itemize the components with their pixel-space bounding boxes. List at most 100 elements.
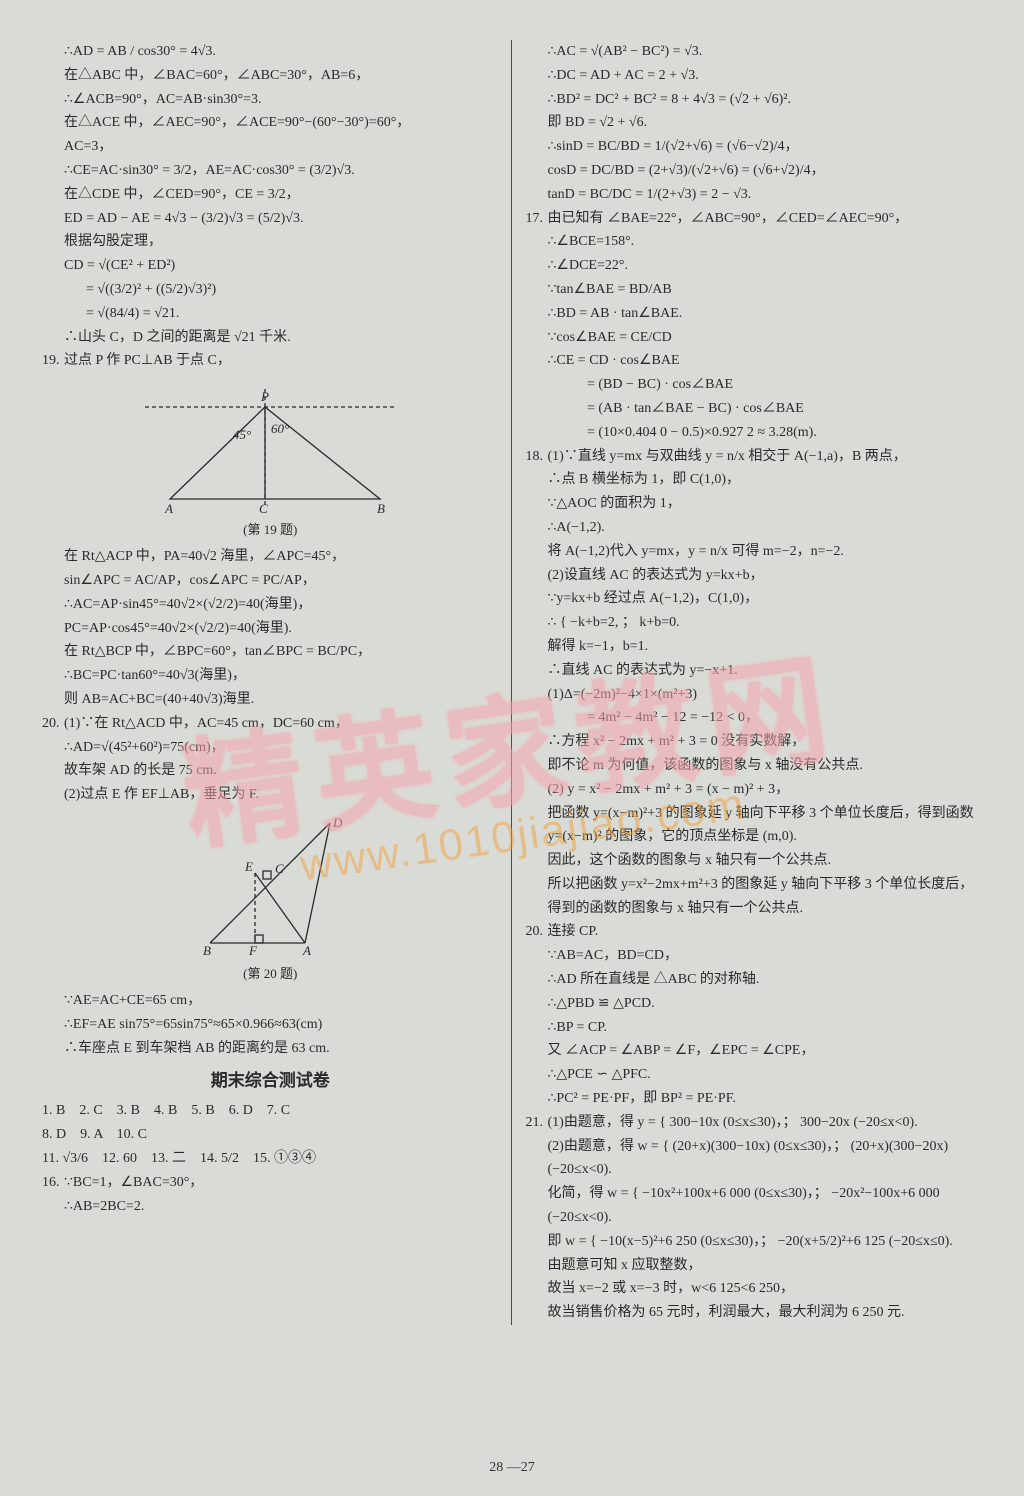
right-column: ∴AC = √(AB² − BC²) = √3. ∴DC = AD + AC =… — [512, 40, 983, 1325]
text-line: tanD = BC/DC = 1/(2+√3) = 2 − √3. — [526, 183, 983, 207]
text-line: ∴点 B 横坐标为 1，即 C(1,0)， — [526, 468, 983, 492]
svg-text:E: E — [244, 859, 253, 874]
triangle-icon: P 45° 60° A C B — [135, 379, 405, 519]
text-line: 故当 x=−2 或 x=−3 时，w<6 125<6 250， — [526, 1277, 983, 1301]
text-line: 在 Rt△ACP 中，PA=40√2 海里，∠APC=45°， — [42, 545, 499, 569]
svg-text:A: A — [164, 501, 173, 516]
text-line: 在△ACE 中，∠AEC=90°，∠ACE=90°−(60°−30°)=60°， — [42, 111, 499, 135]
text-line: ∴BC=PC·tan60°=40√3(海里)， — [42, 664, 499, 688]
text-line: ∴ { −k+b=2, ； k+b=0. — [526, 611, 983, 635]
text-line: 18.(1)∵直线 y=mx 与双曲线 y = n/x 相交于 A(−1,a)，… — [526, 445, 983, 469]
text-line: (1)Δ=(−2m)²−4×1×(m²+3) — [526, 683, 983, 707]
text-line: ∵△AOC 的面积为 1， — [526, 492, 983, 516]
text-line: 在 Rt△BCP 中，∠BPC=60°，tan∠BPC = BC/PC， — [42, 640, 499, 664]
figure-20: D E C B F A (第 20 题) — [42, 813, 499, 985]
text: 连接 CP. — [548, 924, 599, 939]
text-line: CD = √(CE² + ED²) — [42, 254, 499, 278]
text-line: 把函数 y=(x−m)²+3 的图象延 y 轴向下平移 3 个单位长度后，得到函… — [526, 802, 983, 850]
text-line: (2) y = x² − 2mx + m² + 3 = (x − m)² + 3… — [526, 778, 983, 802]
text-line: ∴∠ACB=90°，AC=AB·sin30°=3. — [42, 88, 499, 112]
text-line: AC=3， — [42, 135, 499, 159]
text-line: ∴车座点 E 到车架档 AB 的距离约是 63 cm. — [42, 1037, 499, 1061]
text-line: 故当销售价格为 65 元时，利润最大，最大利润为 6 250 元. — [526, 1301, 983, 1325]
question-number: 18. — [526, 445, 548, 469]
text-line: 即不论 m 为何值，该函数的图象与 x 轴没有公共点. — [526, 754, 983, 778]
text-line: ∴AD 所在直线是 △ABC 的对称轴. — [526, 968, 983, 992]
text-line: 16.∵BC=1，∠BAC=30°， — [42, 1171, 499, 1195]
text-line: 故车架 AD 的长是 75 cm. — [42, 759, 499, 783]
page: 精英家教网 www.1010jiajiao.com ∴AD = AB / cos… — [0, 0, 1024, 1496]
question-number: 21. — [526, 1111, 548, 1135]
text-line: ED = AD − AE = 4√3 − (3/2)√3 = (5/2)√3. — [42, 207, 499, 231]
text-line: (2)过点 E 作 EF⊥AB，垂足为 F. — [42, 783, 499, 807]
text-line: ∴∠BCE=158°. — [526, 230, 983, 254]
text-line: 又 ∠ACP = ∠ABP = ∠F，∠EPC = ∠CPE， — [526, 1039, 983, 1063]
svg-text:B: B — [377, 501, 385, 516]
text: ∵BC=1，∠BAC=30°， — [64, 1175, 203, 1190]
text-line: 19.过点 P 作 PC⊥AB 于点 C， — [42, 349, 499, 373]
text-line: ∴AC=AP·sin45°=40√2×(√2/2)=40(海里)， — [42, 593, 499, 617]
text-line: 17.由已知有 ∠BAE=22°，∠ABC=90°，∠CED=∠AEC=90°， — [526, 207, 983, 231]
text-line: = √((3/2)² + ((5/2)√3)²) — [42, 278, 499, 302]
text-line: 所以把函数 y=x²−2mx+m²+3 的图象延 y 轴向下平移 3 个单位长度… — [526, 873, 983, 921]
text-line: ∴EF=AE sin75°=65sin75°≈65×0.966≈63(cm) — [42, 1013, 499, 1037]
text-line: ∵cos∠BAE = CE/CD — [526, 326, 983, 350]
text-line: 则 AB=AC+BC=(40+40√3)海里. — [42, 688, 499, 712]
text-line: (2)由题意，得 w = { (20+x)(300−10x) (0≤x≤30)，… — [526, 1135, 983, 1183]
text-line: 即 BD = √2 + √6. — [526, 111, 983, 135]
figure-caption: (第 19 题) — [42, 519, 499, 541]
text-line: ∴AD=√(45²+60²)=75(cm)， — [42, 736, 499, 760]
page-number: 28 —27 — [0, 1460, 1024, 1476]
svg-text:B: B — [203, 943, 211, 958]
text-line: ∴AB=2BC=2. — [42, 1195, 499, 1219]
triangle-icon: D E C B F A — [185, 813, 355, 963]
text: (1)∵直线 y=mx 与双曲线 y = n/x 相交于 A(−1,a)，B 两… — [548, 449, 907, 464]
question-number: 20. — [526, 920, 548, 944]
text-line: 在△CDE 中，∠CED=90°，CE = 3/2， — [42, 183, 499, 207]
text-line: ∴方程 x² − 2mx + m² + 3 = 0 没有实数解， — [526, 730, 983, 754]
text-line: 因此，这个函数的图象与 x 轴只有一个公共点. — [526, 849, 983, 873]
question-number: 20. — [42, 712, 64, 736]
text-line: 根据勾股定理， — [42, 230, 499, 254]
answer-row: 8. D 9. A 10. C — [42, 1123, 499, 1147]
text-line: ∴BD = AB · tan∠BAE. — [526, 302, 983, 326]
text-line: = (BD − BC) · cos∠BAE — [526, 373, 983, 397]
text: 过点 P 作 PC⊥AB 于点 C， — [64, 353, 231, 368]
text-line: = (10×0.404 0 − 0.5)×0.927 2 ≈ 3.28(m). — [526, 421, 983, 445]
left-column: ∴AD = AB / cos30° = 4√3. 在△ABC 中，∠BAC=60… — [42, 40, 511, 1325]
text-line: ∵tan∠BAE = BD/AB — [526, 278, 983, 302]
text-line: ∵y=kx+b 经过点 A(−1,2)，C(1,0)， — [526, 587, 983, 611]
text-line: cosD = DC/BD = (2+√3)/(√2+√6) = (√6+√2)/… — [526, 159, 983, 183]
text-line: ∴△PCE ∽ △PFC. — [526, 1063, 983, 1087]
text-line: 化简，得 w = { −10x²+100x+6 000 (0≤x≤30)，； −… — [526, 1182, 983, 1230]
text-line: 将 A(−1,2)代入 y=mx，y = n/x 可得 m=−2，n=−2. — [526, 540, 983, 564]
text-line: ∴BP = CP. — [526, 1016, 983, 1040]
text-line: ∴山头 C，D 之间的距离是 √21 千米. — [42, 326, 499, 350]
text-line: (2)设直线 AC 的表达式为 y=kx+b， — [526, 564, 983, 588]
text-line: = √(84/4) = √21. — [42, 302, 499, 326]
text-line: ∴A(−1,2). — [526, 516, 983, 540]
svg-text:F: F — [248, 943, 258, 958]
text-line: = 4m² − 4m² − 12 = −12 < 0， — [526, 706, 983, 730]
text-line: 在△ABC 中，∠BAC=60°，∠ABC=30°，AB=6， — [42, 64, 499, 88]
svg-text:D: D — [332, 815, 343, 830]
svg-text:C: C — [259, 501, 268, 516]
svg-text:A: A — [302, 943, 311, 958]
answer-row: 11. √3/6 12. 60 13. 二 14. 5/2 15. ①③④ — [42, 1147, 499, 1171]
question-number: 19. — [42, 349, 64, 373]
figure-caption: (第 20 题) — [42, 963, 499, 985]
text: 由已知有 ∠BAE=22°，∠ABC=90°，∠CED=∠AEC=90°， — [548, 211, 909, 226]
text-line: ∴BD² = DC² + BC² = 8 + 4√3 = (√2 + √6)². — [526, 88, 983, 112]
text-line: 20.连接 CP. — [526, 920, 983, 944]
text-line: ∴DC = AD + AC = 2 + √3. — [526, 64, 983, 88]
text-line: ∴AD = AB / cos30° = 4√3. — [42, 40, 499, 64]
question-number: 16. — [42, 1171, 64, 1195]
text-line: ∴AC = √(AB² − BC²) = √3. — [526, 40, 983, 64]
text-line: ∵AB=AC，BD=CD， — [526, 944, 983, 968]
svg-text:60°: 60° — [271, 421, 289, 436]
text-line: 21.(1)由题意，得 y = { 300−10x (0≤x≤30)，； 300… — [526, 1111, 983, 1135]
question-number: 17. — [526, 207, 548, 231]
text-line: ∴CE=AC·sin30° = 3/2，AE=AC·cos30° = (3/2)… — [42, 159, 499, 183]
columns: ∴AD = AB / cos30° = 4√3. 在△ABC 中，∠BAC=60… — [42, 40, 982, 1325]
text-line: ∴∠DCE=22°. — [526, 254, 983, 278]
